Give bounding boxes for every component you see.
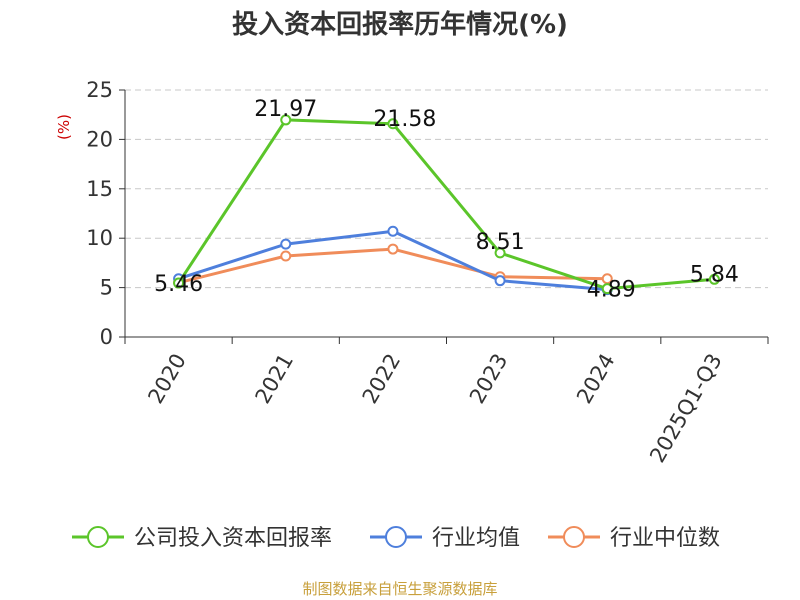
axes: 0 5 10 15 20 25 2020 2021 2022 2023 2024 2025Q1-Q3 [86, 78, 769, 467]
legend-item-2[interactable]: 行业中位数 [548, 526, 720, 551]
chart-title: 投入资本回报率历年情况(%) [232, 10, 568, 40]
data-label: 21.97 [254, 97, 317, 122]
series-point [387, 225, 399, 237]
series-point [280, 250, 292, 262]
y-tick-label: 15 [86, 177, 113, 201]
data-label: 4.89 [587, 278, 636, 303]
legend-swatch-marker [385, 526, 407, 548]
y-tick-label: 5 [100, 276, 113, 300]
series-point [387, 118, 399, 130]
legend-item-1[interactable]: 行业均值 [370, 526, 520, 551]
series-2 [173, 243, 613, 289]
legend[interactable]: 公司投入资本回报率 行业均值 行业中位数 [72, 526, 720, 551]
legend-swatch-marker [563, 526, 585, 548]
series-lines [173, 114, 720, 296]
series-0 [173, 114, 720, 295]
y-tick-label: 10 [86, 226, 113, 250]
legend-label: 行业均值 [432, 526, 520, 551]
series-point [280, 238, 292, 250]
series-point [494, 275, 506, 287]
data-labels: 5.46 21.97 21.58 8.51 4.89 5.84 [154, 97, 739, 303]
series-point [708, 273, 720, 285]
data-label: 8.51 [476, 230, 525, 255]
x-tick-label: 2024 [572, 350, 620, 408]
data-label: 5.46 [154, 272, 203, 297]
x-tick-label: 2020 [143, 350, 191, 408]
series-1 [173, 225, 613, 296]
series-point [280, 114, 292, 126]
series-point [601, 283, 613, 295]
legend-label: 行业中位数 [610, 526, 720, 551]
series-line [177, 118, 715, 291]
x-tick-label: 2023 [465, 350, 513, 408]
legend-label: 公司投入资本回报率 [134, 526, 332, 551]
series-point [494, 247, 506, 259]
x-tick-label: 2021 [251, 350, 299, 408]
legend-swatch-marker [87, 526, 109, 548]
series-point [387, 243, 399, 255]
data-label: 5.84 [690, 262, 739, 287]
series-line [178, 229, 608, 292]
series-point [173, 277, 185, 289]
y-tick-label: 0 [100, 325, 113, 349]
x-tick-label: 2025Q1-Q3 [645, 350, 727, 467]
source-note: 制图数据来自恒生聚源数据库 [302, 580, 498, 598]
y-axis-label: (%) [55, 114, 73, 140]
x-tick-label: 2022 [358, 350, 406, 408]
y-tick-label: 25 [86, 78, 113, 102]
legend-item-0[interactable]: 公司投入资本回报率 [72, 526, 332, 551]
data-label: 21.58 [373, 107, 436, 132]
y-tick-label: 20 [86, 127, 113, 151]
